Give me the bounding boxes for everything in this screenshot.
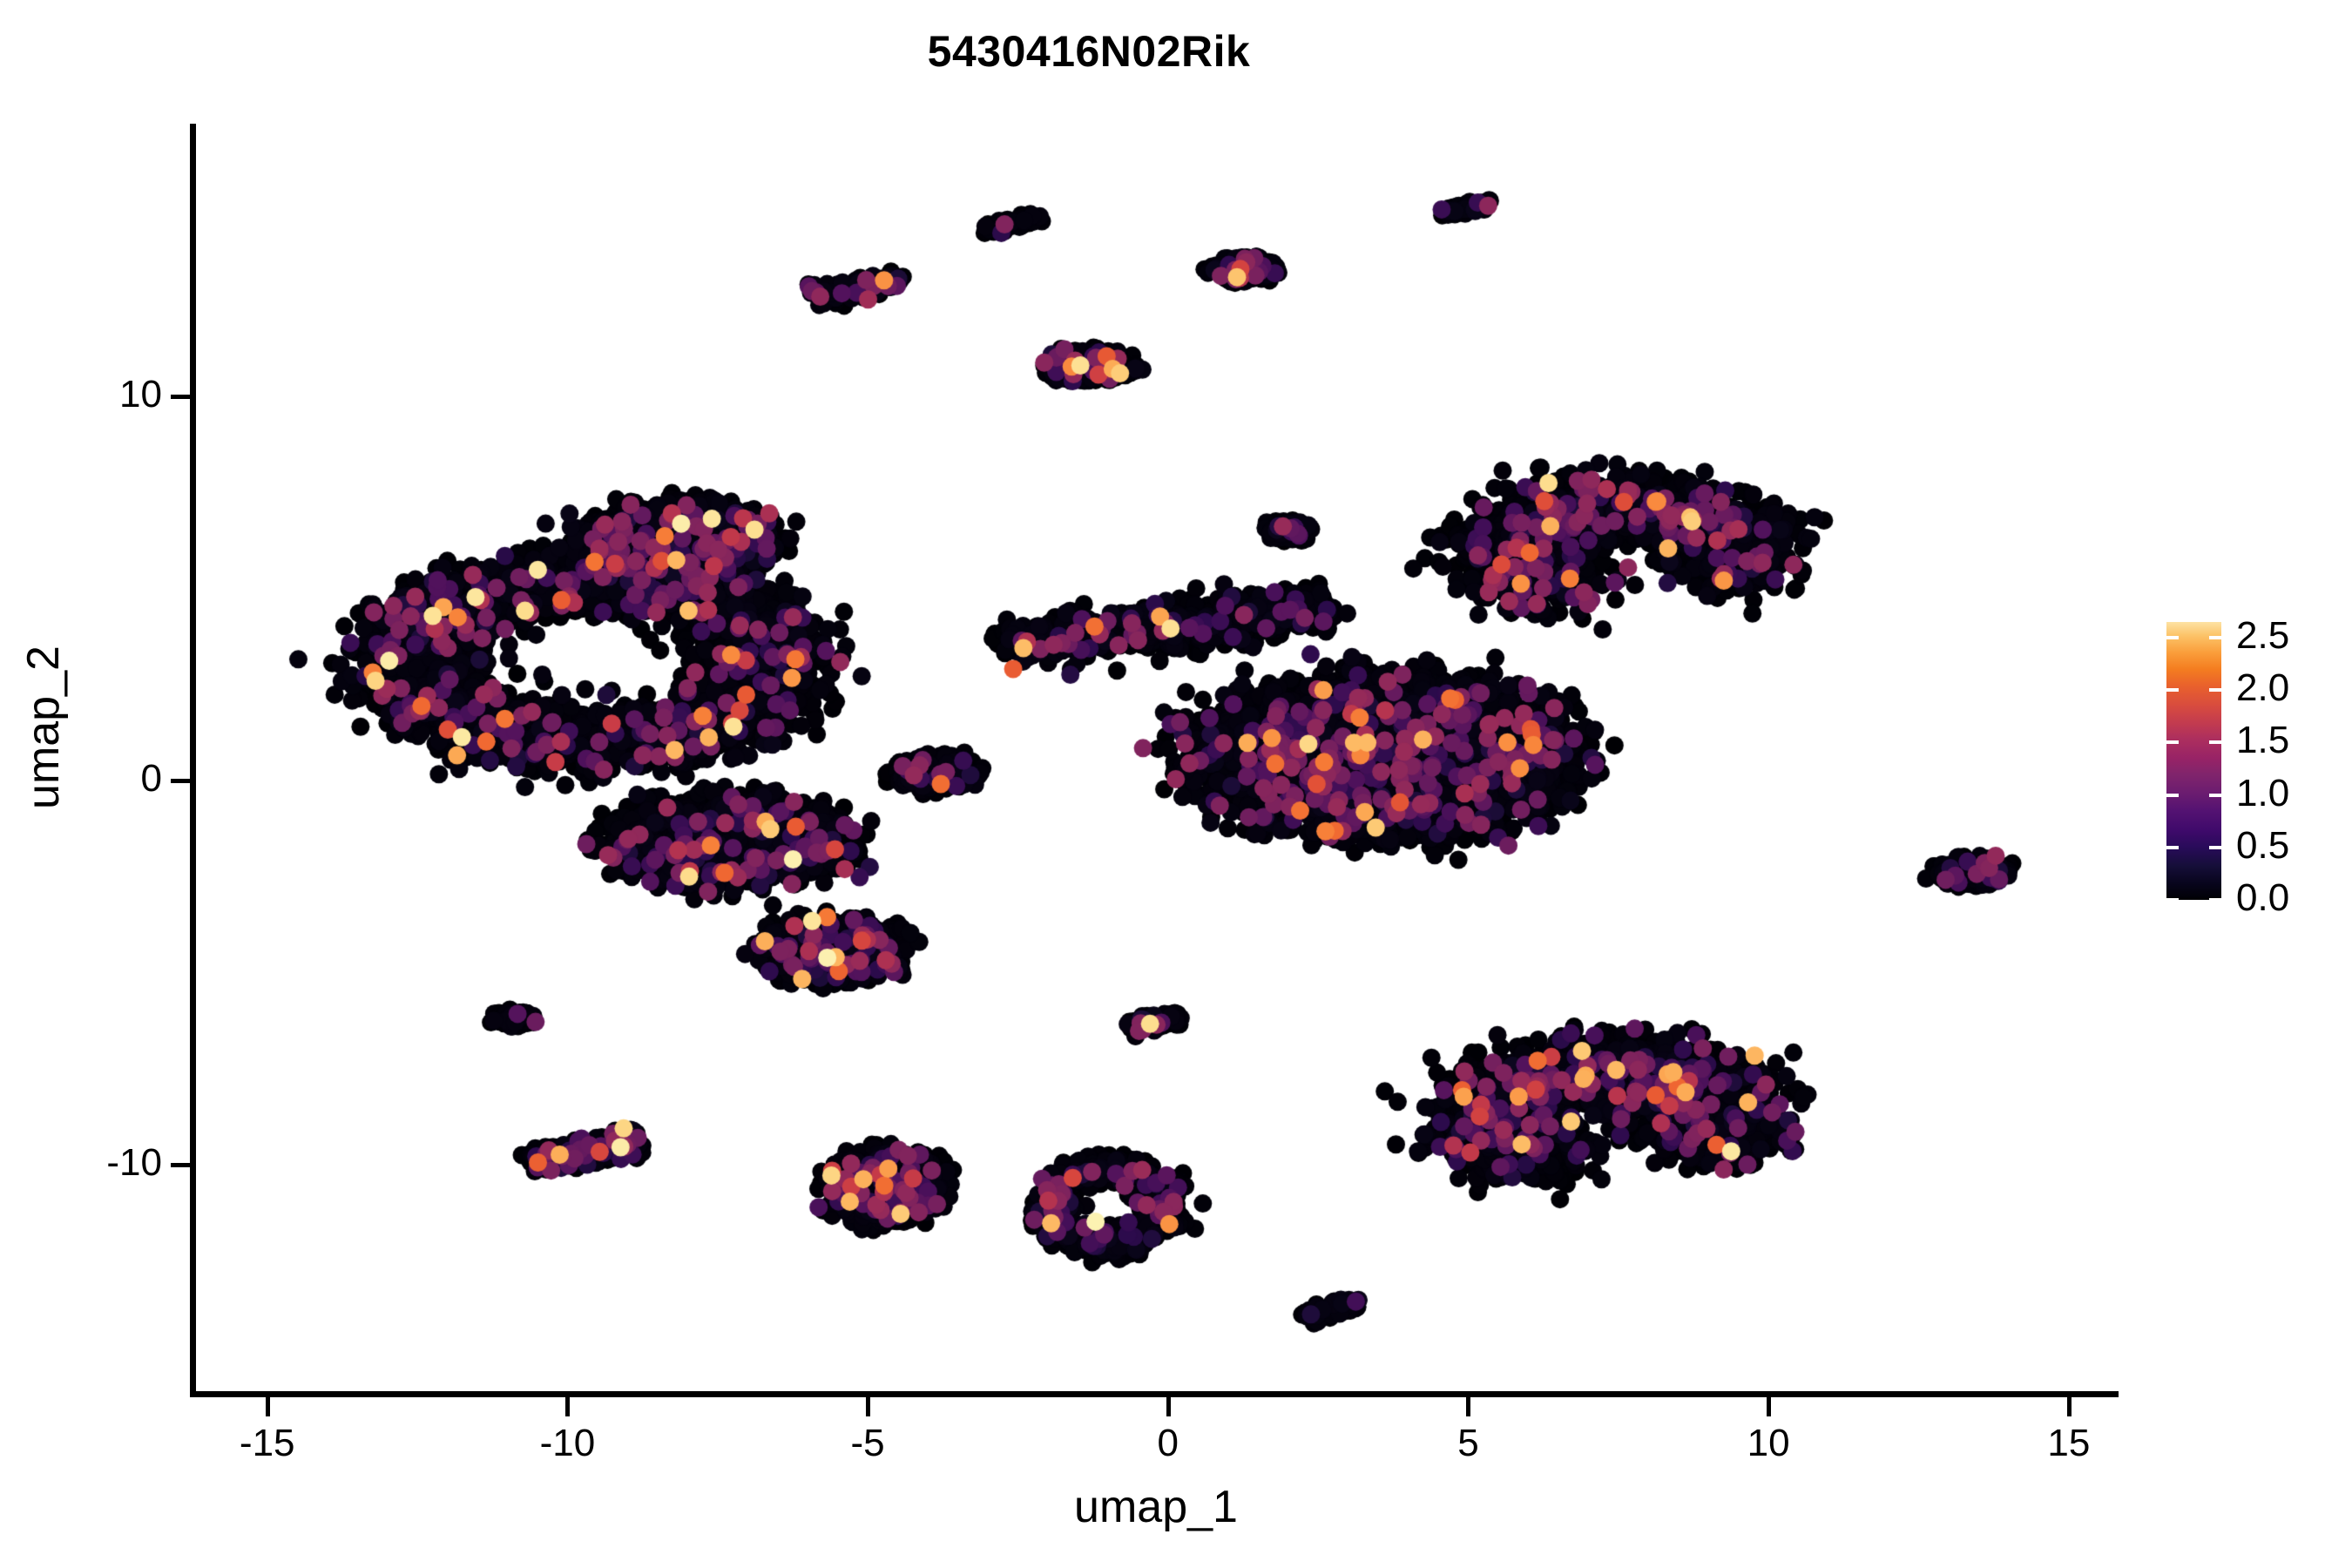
x-tick-label-5: 5 xyxy=(1457,1422,1479,1464)
x-tick-label-0: 0 xyxy=(1157,1422,1179,1464)
x-tick-15 xyxy=(2066,1397,2072,1416)
y-axis-label: umap_2 xyxy=(18,645,69,809)
colorbar-tickmark-0.5 xyxy=(2209,845,2221,849)
x-tick-label--10: -10 xyxy=(539,1422,596,1464)
colorbar-tickmark-2.0 xyxy=(2209,688,2221,693)
x-tick-label--5: -5 xyxy=(850,1422,885,1464)
colorbar-tickmark-2.0 xyxy=(2166,688,2179,693)
colorbar-gradient xyxy=(2166,622,2221,900)
x-tick-5 xyxy=(1466,1397,1471,1416)
y-tick-label-0: 0 xyxy=(140,756,162,800)
x-tick-label-10: 10 xyxy=(1747,1422,1790,1464)
colorbar-label-1.5: 1.5 xyxy=(2236,719,2290,762)
x-tick-0 xyxy=(1166,1397,1171,1416)
colorbar-tickmark-2.5 xyxy=(2209,636,2221,640)
y-tick-label-10: 10 xyxy=(119,372,162,416)
colorbar-label-0.5: 0.5 xyxy=(2236,823,2290,867)
x-axis-spine xyxy=(190,1391,2119,1397)
x-tick--15 xyxy=(265,1397,270,1416)
y-tick-0 xyxy=(171,778,190,783)
x-axis-label: umap_1 xyxy=(1074,1482,1238,1532)
colorbar-tickmark-0.0 xyxy=(2166,898,2179,902)
x-tick-label--15: -15 xyxy=(239,1422,295,1464)
colorbar-tickmark-1.0 xyxy=(2209,793,2221,797)
x-tick-10 xyxy=(1767,1397,1772,1416)
y-tick-label--10: -10 xyxy=(106,1140,162,1184)
colorbar-label-1.0: 1.0 xyxy=(2236,771,2290,814)
colorbar-tickmark-1.5 xyxy=(2209,740,2221,745)
scatter-plot-canvas xyxy=(195,124,2117,1395)
y-axis-spine xyxy=(190,124,196,1397)
x-tick--5 xyxy=(866,1397,871,1416)
colorbar-tickmark-0.5 xyxy=(2166,845,2179,849)
y-tick-10 xyxy=(171,394,190,399)
colorbar-tickmark-2.5 xyxy=(2166,636,2179,640)
page-title: 5430416N02Rik xyxy=(927,27,1251,76)
colorbar-tickmark-1.0 xyxy=(2166,793,2179,797)
colorbar-label-2.0: 2.0 xyxy=(2236,666,2290,710)
x-tick-label-15: 15 xyxy=(2047,1422,2091,1464)
colorbar-label-0.0: 0.0 xyxy=(2236,876,2290,919)
plot-area xyxy=(195,124,2117,1395)
y-tick--10 xyxy=(171,1162,190,1167)
colorbar-tickmark-0.0 xyxy=(2209,898,2221,902)
colorbar-label-2.5: 2.5 xyxy=(2236,614,2290,658)
x-tick--10 xyxy=(565,1397,571,1416)
colorbar-tickmark-1.5 xyxy=(2166,740,2179,745)
